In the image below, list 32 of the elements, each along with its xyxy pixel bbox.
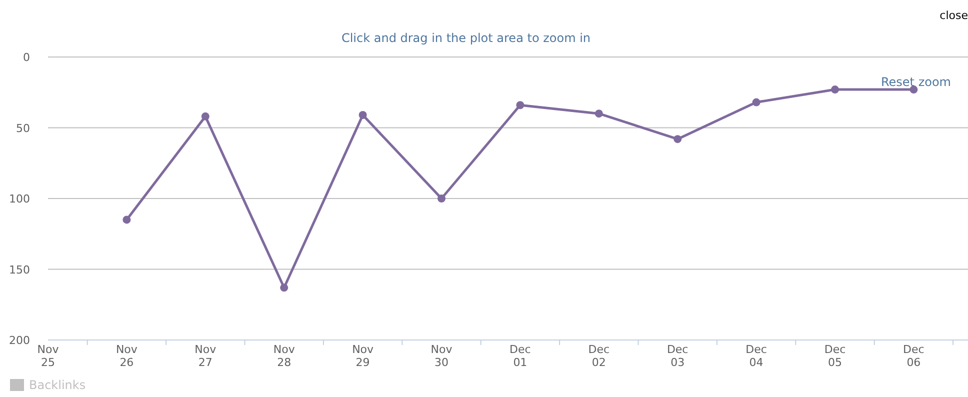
x-tick-label: Nov 28 bbox=[273, 343, 296, 369]
point bbox=[516, 101, 524, 110]
point bbox=[122, 216, 131, 224]
point bbox=[280, 284, 288, 292]
chart-subtitle: Click and drag in the plot area to zoom in bbox=[341, 31, 591, 45]
x-tick-label: Dec 04 bbox=[746, 343, 767, 369]
annotation: Reset zoom bbox=[880, 75, 952, 89]
y-tick-label: 150 bbox=[9, 263, 30, 276]
point bbox=[201, 112, 210, 120]
point bbox=[910, 86, 918, 94]
legend-label: Backlinks bbox=[29, 378, 86, 392]
point bbox=[831, 86, 839, 94]
x-tick-label: Dec 05 bbox=[824, 343, 846, 369]
point bbox=[594, 110, 603, 118]
y-tick-label: 0 bbox=[23, 51, 30, 64]
x-tick-label: Dec 02 bbox=[588, 343, 610, 369]
x-tick-label: Dec 01 bbox=[510, 343, 531, 369]
y-tick-label: 200 bbox=[9, 334, 30, 347]
point bbox=[438, 194, 446, 202]
point bbox=[358, 111, 367, 120]
x-tick-label: Nov 29 bbox=[352, 343, 374, 369]
text: close bbox=[940, 9, 968, 22]
x-tick-label: Nov 25 bbox=[37, 343, 60, 369]
x-tick-label: Nov 26 bbox=[116, 343, 138, 369]
point bbox=[752, 98, 760, 106]
point bbox=[674, 135, 682, 144]
x-tick-label: Dec 06 bbox=[903, 343, 924, 369]
x-tick-label: Dec 03 bbox=[666, 343, 688, 369]
y-tick-label: 100 bbox=[9, 192, 30, 206]
x-tick-label: Nov 30 bbox=[430, 343, 453, 369]
y-tick-label: 50 bbox=[16, 122, 30, 135]
x-tick-label: Nov 27 bbox=[194, 343, 217, 369]
